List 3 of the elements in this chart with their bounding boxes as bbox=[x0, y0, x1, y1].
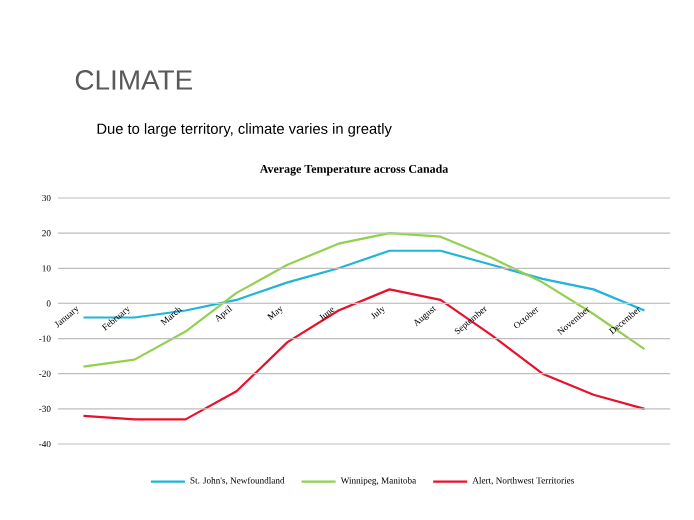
text: CLIMATE bbox=[75, 70, 193, 90]
line-series bbox=[82, 232, 646, 368]
line-series bbox=[82, 288, 646, 421]
